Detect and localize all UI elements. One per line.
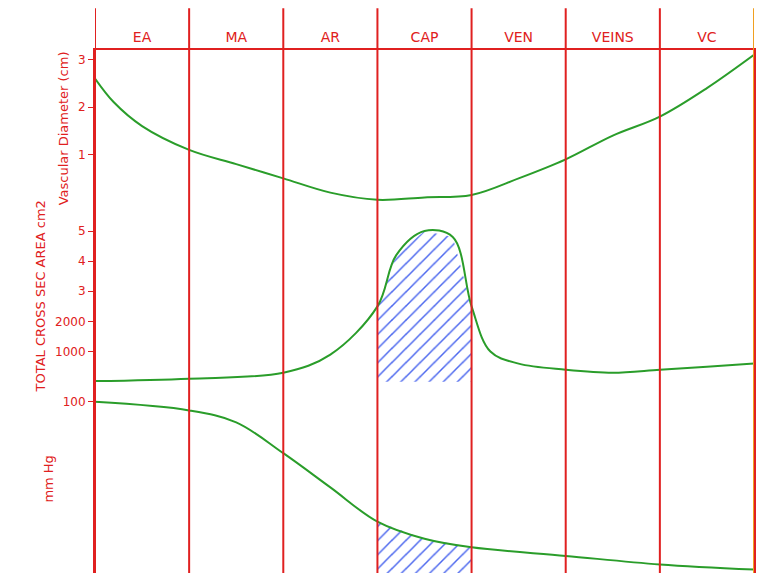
- svg-text:TOTAL CROSS SEC AREA cm2: TOTAL CROSS SEC AREA cm2: [34, 200, 49, 392]
- svg-text:VEN: VEN: [504, 29, 533, 45]
- svg-text:VC: VC: [697, 29, 717, 45]
- svg-text:4: 4: [78, 254, 86, 268]
- svg-text:100: 100: [63, 395, 86, 409]
- svg-text:MA: MA: [225, 29, 247, 45]
- svg-text:AR: AR: [321, 29, 341, 45]
- svg-text:3: 3: [78, 284, 86, 298]
- svg-text:1000: 1000: [55, 345, 86, 359]
- svg-text:5: 5: [78, 224, 86, 238]
- svg-text:EA: EA: [133, 29, 152, 45]
- svg-text:3: 3: [78, 53, 86, 67]
- svg-text:2000: 2000: [55, 315, 86, 329]
- svg-text:CAP: CAP: [411, 29, 439, 45]
- svg-text:VEINS: VEINS: [592, 29, 634, 45]
- svg-text:mm Hg: mm Hg: [41, 455, 56, 503]
- svg-text:1: 1: [78, 148, 86, 162]
- svg-text:Vascular Diameter (cm): Vascular Diameter (cm): [56, 52, 71, 206]
- svg-text:2: 2: [78, 100, 86, 114]
